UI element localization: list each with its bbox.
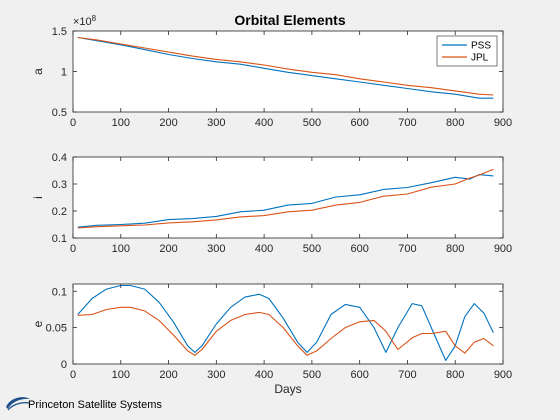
x-tick-label: 0 [70,243,76,255]
subplot-i: 0 100 200 300 400 500 600 700 800 900 0.1 0.2 0.3 0.4… [31,152,512,255]
x-tick-label: 800 [446,243,464,255]
x-tick-label: 500 [303,117,321,129]
x-tick-label: 300 [207,243,225,255]
series-line-pss-i [77,174,494,228]
x-tick-label: 900 [494,369,512,381]
legend-entry-jpl: JPL [471,53,489,64]
y-axis-label: a [31,68,45,75]
series-line-jpl-i [77,168,494,229]
x-tick-label: 700 [398,117,416,129]
axes-background [73,284,503,364]
x-tick-label: 700 [398,243,416,255]
x-tick-label: 300 [207,369,225,381]
x-tick-label: 400 [255,117,273,129]
series-line-pss-a [77,36,494,99]
x-tick-label: 800 [446,117,464,129]
x-tick-label: 0 [70,117,76,129]
y-exponent-power: 8 [92,14,97,23]
y-tick-label: 0.1 [52,286,67,298]
x-tick-label: 100 [112,117,130,129]
axes-background [73,31,503,112]
y-tick-label: 0.2 [52,206,67,218]
x-tick-label: 200 [159,369,177,381]
chart-title: Orbital Elements [234,12,345,28]
y-tick-label: 0.3 [52,179,67,191]
x-tick-label: 900 [494,117,512,129]
x-tick-label: 500 [303,243,321,255]
y-tick-label: 1.5 [52,26,67,38]
y-exponent-label: ×108 [73,14,97,28]
subplot-a: 0 100 200 300 400 500 600 700 800 900 0.5 1 1.5 a ×108… [31,14,512,129]
x-tick-label: 900 [494,243,512,255]
pss-logo-icon [6,397,30,411]
x-tick-label: 100 [112,243,130,255]
x-axis-label: Days [274,382,301,396]
x-tick-label: 400 [255,369,273,381]
x-tick-label: 400 [255,243,273,255]
legend-box [436,35,498,67]
logo: Princeton Satellite Systems [4,393,204,417]
x-tick-label: 100 [112,369,130,381]
x-tick-label: 600 [350,117,368,129]
y-tick-label: 0.5 [52,107,67,119]
x-tick-label: 0 [70,369,76,381]
x-tick-label: 600 [350,369,368,381]
x-tick-label: 200 [159,117,177,129]
x-tick-label: 800 [446,369,464,381]
axes-frame [72,283,504,365]
series-line-jpl-e [77,306,494,356]
y-tick-label: 0.4 [52,152,67,164]
y-tick-label: 0.1 [52,233,67,245]
subplot-e: 0 100 200 300 400 500 600 700 800 900 0 0.05 0.1 e Day… [31,283,512,396]
x-tick-label: 700 [398,369,416,381]
y-tick-label: 1 [61,67,67,79]
axes-frame [72,156,504,239]
logo-text: Princeton Satellite Systems [28,399,162,411]
series-line-pss-e [77,284,494,361]
subplots: 0 100 200 300 400 500 600 700 800 9000.511.5a×108… [31,14,512,396]
series-line-jpl-a [77,36,494,96]
x-tick-label: 600 [350,243,368,255]
x-tick-label: 500 [303,369,321,381]
y-tick-label: 0 [61,359,67,371]
axes-background [73,157,503,238]
x-tick-label: 200 [159,243,177,255]
y-axis-label: e [31,320,45,327]
y-axis-label: i [31,196,45,199]
legend-entry-pss: PSS [471,41,491,52]
y-tick-label: 0.05 [46,323,67,335]
x-tick-label: 300 [207,117,225,129]
